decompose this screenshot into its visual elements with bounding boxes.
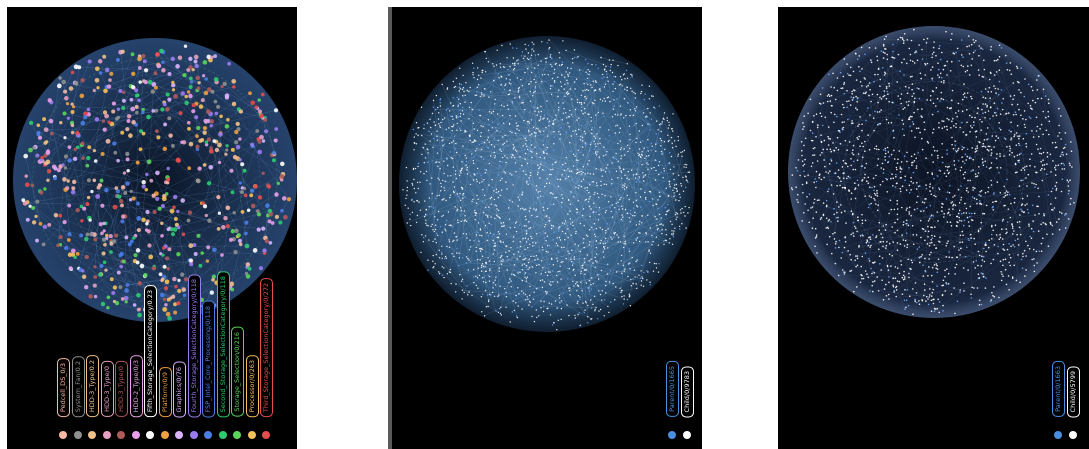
legend-color-dot xyxy=(262,431,270,439)
legend-label: Child/0/9783 xyxy=(680,365,694,417)
legend-color-dot xyxy=(1068,431,1077,439)
nodes xyxy=(21,44,292,321)
legend-color-dot xyxy=(102,431,111,439)
legend-label: HDD-3_Type/0.2 xyxy=(86,354,99,417)
legend-label: HDD-2_Type/0/3 xyxy=(129,354,143,417)
legend-color-dot xyxy=(88,431,96,439)
nodes xyxy=(402,39,691,331)
nodes xyxy=(790,28,1075,316)
legend-color-dot xyxy=(117,431,125,439)
legend-label: Processor/0/263 xyxy=(245,354,259,417)
legend-label: HDD-3_Type/0 xyxy=(100,361,114,417)
legend-label: Fourth_Storage_SelectionCategory/0/118 xyxy=(187,273,201,417)
legend-color-dot xyxy=(146,431,154,439)
legend-color-dot xyxy=(189,431,198,439)
network-disc xyxy=(13,38,297,322)
legend-color-dot xyxy=(1054,431,1062,439)
legend-label: FSP_Intel_Core_Processing/0/118 xyxy=(202,300,215,417)
legend-color-dot xyxy=(204,431,212,439)
legend-color-dot xyxy=(218,431,227,439)
legend-label: System_Fan/0.2 xyxy=(71,355,85,417)
legend-color-dot xyxy=(233,431,241,439)
legend-label: Third_Storage_SelectionCategory/0/272 xyxy=(260,277,273,417)
legend-label: Graphics/0/76 xyxy=(173,361,186,417)
network-disc xyxy=(788,26,1080,318)
legend-color-dot xyxy=(131,431,140,439)
network-panel-dense: Parent/0/1665 Child/0/9783 xyxy=(388,7,702,449)
network-panel-sparse: Parent/0/1663 Child/0/5799 xyxy=(778,7,1089,449)
legend-color-dot xyxy=(160,431,169,439)
legend-label: Fifth_Storage_SelectionCategory/0.23 xyxy=(144,284,157,417)
legend-color-dot xyxy=(59,431,67,439)
legend-color-dot xyxy=(682,431,691,439)
legend-label: Pedcell_DS_0/3 xyxy=(57,357,70,417)
legend-label: Second_Storage_SelectionCategory/0/118 xyxy=(216,270,230,417)
edges xyxy=(407,39,689,320)
network-panel-multicategory: Pedcell_DS_0/3 System_Fan/0.2 HDD-3_Type/0… xyxy=(7,7,297,449)
network-graph xyxy=(399,36,695,332)
legend-color-dot xyxy=(247,431,256,439)
legend-label: Storage_Selection/0/216 xyxy=(231,327,244,417)
legend-label: Parent/0/1665 xyxy=(666,361,679,417)
legend-label: Parent/0/1663 xyxy=(1052,361,1065,417)
network-graph xyxy=(788,26,1080,318)
legend-label: Child/0/5799 xyxy=(1066,365,1080,417)
legend-label: HDD-3_Type/0 xyxy=(115,361,128,417)
legend-color-dot xyxy=(668,431,676,439)
legend-color-dot xyxy=(73,431,82,439)
legend-label: Platform/0/9 xyxy=(158,366,172,417)
network-graph xyxy=(13,38,297,322)
legend-color-dot xyxy=(175,431,183,439)
